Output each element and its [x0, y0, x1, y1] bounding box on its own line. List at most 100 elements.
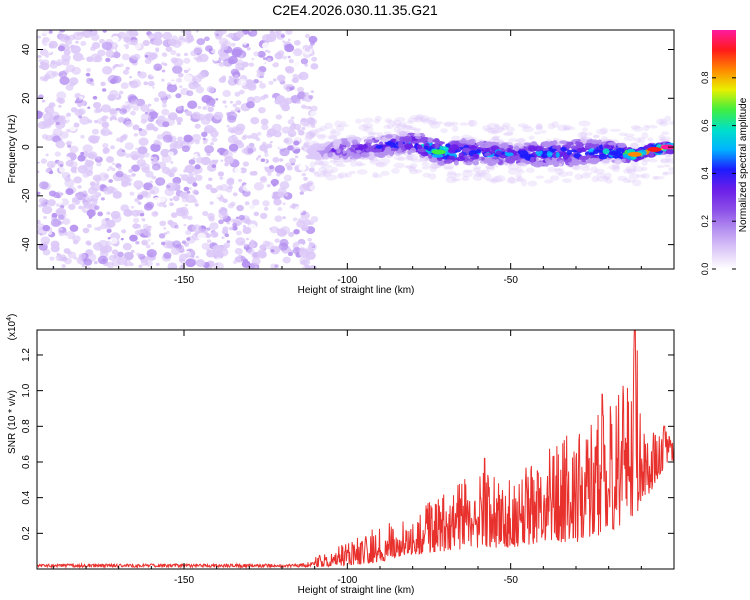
noise-blob — [155, 262, 160, 266]
signal-haze-blob — [563, 126, 576, 131]
noise-blob — [167, 219, 174, 226]
noise-blob — [227, 32, 235, 39]
noise-blob — [44, 75, 49, 79]
noise-blob — [207, 106, 214, 113]
noise-blob — [105, 50, 115, 58]
noise-blob — [77, 108, 86, 115]
signal-haze-blob — [335, 163, 346, 168]
signal-haze-blob — [630, 142, 639, 149]
noise-blob — [165, 242, 169, 246]
noise-blob — [38, 197, 47, 204]
signal-blob — [597, 139, 603, 145]
noise-blob — [215, 98, 219, 101]
noise-blob — [160, 241, 166, 246]
signal-haze-blob — [485, 167, 496, 171]
signal-haze-blob — [393, 162, 406, 169]
noise-blob — [224, 233, 230, 238]
signal-haze-blob — [451, 177, 461, 182]
noise-blob — [87, 106, 91, 109]
noise-blob — [52, 128, 63, 137]
noise-blob — [308, 35, 318, 44]
signal-haze-blob — [656, 164, 665, 169]
noise-blob — [109, 237, 118, 245]
noise-blob — [106, 228, 112, 233]
noise-blob — [293, 140, 300, 146]
signal-haze-blob — [630, 124, 641, 130]
noise-blob — [170, 247, 181, 256]
colorbar-tick-label: 0.0 — [700, 263, 710, 276]
noise-blob — [75, 40, 79, 44]
noise-blob — [77, 154, 86, 162]
noise-blob — [258, 80, 263, 84]
signal-blob — [433, 156, 438, 163]
noise-blob — [305, 105, 310, 110]
y-tick-label: 40 — [21, 44, 32, 56]
signal-haze-blob — [629, 142, 640, 150]
noise-blob — [120, 176, 130, 184]
noise-blob — [206, 248, 211, 252]
noise-blob — [163, 227, 167, 230]
noise-blob — [226, 192, 231, 197]
signal-blob — [383, 149, 390, 155]
signal-haze-blob — [562, 124, 572, 130]
signal-haze-blob — [624, 133, 635, 137]
signal-haze-blob — [419, 115, 430, 123]
noise-blob — [137, 201, 142, 205]
noise-blob — [93, 227, 98, 231]
signal-haze-blob — [386, 122, 394, 130]
signal-haze-blob — [593, 134, 600, 138]
noise-blob — [151, 163, 161, 171]
noise-blob — [74, 193, 81, 199]
signal-blob — [336, 148, 341, 154]
signal-blob — [313, 154, 320, 159]
signal-blob — [365, 147, 375, 153]
signal-blob — [433, 153, 444, 158]
noise-blob — [106, 118, 110, 122]
noise-blob — [100, 224, 107, 230]
noise-blob — [138, 127, 143, 132]
signal-haze-blob — [593, 134, 600, 139]
noise-blob — [82, 227, 90, 234]
noise-blob — [215, 33, 220, 37]
noise-blob — [252, 95, 262, 104]
noise-blob — [113, 66, 124, 75]
signal-haze-blob — [419, 116, 427, 122]
noise-blob — [262, 42, 271, 50]
noise-blob — [73, 122, 80, 128]
noise-blob — [250, 132, 259, 140]
noise-blob — [111, 214, 122, 223]
signal-haze-blob — [517, 123, 529, 128]
noise-blob — [279, 238, 289, 247]
noise-blob — [194, 164, 201, 170]
signal-haze-blob — [324, 122, 334, 130]
noise-blob — [129, 150, 141, 160]
signal-haze-blob — [362, 122, 374, 129]
noise-blob — [103, 186, 114, 195]
signal-blob — [495, 150, 502, 156]
signal-blob — [456, 156, 466, 162]
noise-blob — [135, 147, 139, 151]
noise-blob — [69, 77, 79, 86]
signal-blob — [470, 144, 476, 149]
noise-blob — [102, 66, 113, 75]
noise-blob — [287, 129, 297, 138]
noise-blob — [201, 131, 208, 138]
noise-blob — [109, 78, 117, 85]
noise-blob — [235, 100, 242, 106]
noise-blob — [207, 212, 215, 220]
noise-blob — [294, 205, 304, 214]
signal-blob — [413, 133, 421, 137]
noise-blob — [288, 58, 294, 64]
colorbar-tick-label: 0.4 — [700, 167, 710, 180]
noise-blob — [57, 98, 65, 104]
signal-haze-blob — [415, 113, 424, 121]
signal-haze-blob — [335, 125, 345, 132]
noise-blob — [279, 158, 284, 162]
signal-haze-blob — [307, 130, 318, 137]
noise-blob — [280, 34, 285, 38]
noise-blob — [264, 153, 269, 157]
signal-blob — [465, 140, 472, 145]
noise-blob — [247, 83, 257, 91]
noise-blob — [137, 146, 148, 155]
signal-haze-blob — [406, 153, 418, 161]
